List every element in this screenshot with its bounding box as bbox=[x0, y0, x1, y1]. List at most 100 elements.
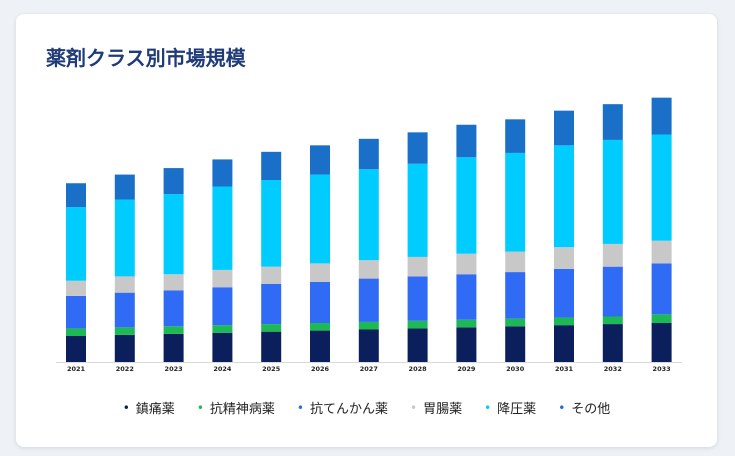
bar-segment-2026-0 bbox=[310, 330, 330, 362]
x-tick-label: 2028 bbox=[409, 365, 428, 373]
bar-segment-2029-5 bbox=[456, 124, 477, 158]
bar-segment-2030-5 bbox=[505, 119, 526, 153]
x-tick-label: 2030 bbox=[506, 365, 525, 373]
legend-item: • 胃腸薬 bbox=[410, 398, 463, 418]
bar-segment-2023-4 bbox=[163, 194, 184, 275]
bar-segment-2026-3 bbox=[310, 263, 330, 282]
bar-segment-2031-4 bbox=[554, 145, 574, 248]
bar-segment-2024-5 bbox=[212, 159, 233, 187]
bar-segment-2029-1 bbox=[456, 319, 477, 328]
legend-bullet-icon: • bbox=[122, 400, 130, 415]
legend-label: 鎮痛薬 bbox=[135, 402, 175, 417]
bar-segment-2033-0 bbox=[651, 323, 672, 362]
legend-bullet-icon: • bbox=[484, 400, 492, 415]
x-tick-label: 2023 bbox=[165, 365, 183, 373]
legend-item: • その他 bbox=[558, 398, 610, 418]
legend-item: • 抗てんかん薬 bbox=[296, 398, 388, 418]
bar-segment-2028-4 bbox=[407, 163, 428, 257]
bar-segment-2027-1 bbox=[358, 321, 379, 330]
bar-segment-2021-2 bbox=[66, 295, 86, 329]
bar-segment-2025-2 bbox=[261, 284, 282, 325]
bar-segment-2029-4 bbox=[456, 157, 477, 254]
bar-segment-2025-4 bbox=[261, 180, 282, 267]
x-tick-label: 2027 bbox=[360, 365, 378, 373]
bar-segment-2025-1 bbox=[261, 324, 282, 332]
legend-label: 降圧薬 bbox=[497, 402, 537, 417]
bar-segment-2022-0 bbox=[114, 334, 135, 362]
bar-segment-2029-3 bbox=[456, 253, 477, 275]
bar-segment-2023-0 bbox=[163, 333, 184, 362]
x-tick-label: 2026 bbox=[311, 365, 330, 373]
chart-card: 薬剤クラス別市場規模 2021 2022 2023 2024 2025 2026 2027 2… bbox=[16, 14, 717, 447]
legend-label: 抗精神病薬 bbox=[209, 402, 275, 417]
legend-bullet-icon: • bbox=[558, 400, 566, 415]
bar-segment-2022-1 bbox=[114, 327, 135, 335]
bar-segment-2024-0 bbox=[212, 332, 233, 362]
x-tick-label: 2024 bbox=[213, 365, 232, 373]
legend-item: • 降圧薬 bbox=[484, 398, 537, 418]
bar-segment-2033-2 bbox=[651, 263, 672, 315]
bar-segment-2025-3 bbox=[261, 266, 282, 284]
bar-segment-2029-2 bbox=[456, 274, 477, 320]
stacked-bar-chart: 2021 2022 2023 2024 2025 2026 2027 2028 2029 2030… bbox=[56, 97, 682, 373]
bar-segment-2031-5 bbox=[554, 110, 574, 146]
bar-segment-2028-1 bbox=[407, 320, 428, 329]
bar-segment-2021-5 bbox=[66, 183, 86, 208]
x-tick-label: 2031 bbox=[555, 365, 574, 373]
bar-segment-2022-3 bbox=[114, 276, 135, 293]
x-tick-label: 2032 bbox=[604, 365, 622, 373]
bar-segment-2024-2 bbox=[212, 287, 233, 326]
bar-segment-2024-1 bbox=[212, 325, 233, 333]
legend-bullet-icon: • bbox=[196, 400, 204, 415]
legend-item: • 鎮痛薬 bbox=[122, 398, 175, 418]
bar-segment-2031-0 bbox=[554, 325, 574, 362]
bar-segment-2032-5 bbox=[602, 104, 623, 140]
bar-segment-2028-3 bbox=[407, 256, 428, 277]
bar-segment-2031-3 bbox=[554, 247, 574, 269]
x-tick-label: 2022 bbox=[116, 365, 134, 373]
bar-segment-2032-1 bbox=[602, 316, 623, 325]
x-tick-label: 2025 bbox=[262, 365, 281, 373]
bar-segment-2033-3 bbox=[651, 240, 672, 264]
bar-segment-2030-0 bbox=[505, 326, 526, 362]
legend-bullet-icon: • bbox=[296, 400, 304, 415]
bar-segment-2022-5 bbox=[114, 174, 135, 200]
bar-segment-2032-4 bbox=[602, 139, 623, 244]
bar-segment-2025-0 bbox=[261, 331, 282, 362]
chart-legend: • 鎮痛薬 • 抗精神病薬 • 抗てんかん薬 • 胃腸薬 • 降圧薬 • その他 bbox=[16, 398, 717, 418]
bar-segment-2030-2 bbox=[505, 272, 526, 319]
bar-segment-2024-3 bbox=[212, 269, 233, 288]
bar-segment-2021-0 bbox=[66, 336, 86, 362]
legend-label: 胃腸薬 bbox=[423, 402, 463, 417]
bar-segment-2032-2 bbox=[602, 266, 623, 317]
bar-segment-2027-2 bbox=[358, 278, 379, 322]
bar-segment-2029-0 bbox=[456, 327, 477, 362]
bar-segment-2021-3 bbox=[66, 280, 86, 296]
bar-segment-2023-1 bbox=[163, 326, 184, 334]
bar-segment-2033-5 bbox=[651, 97, 672, 135]
bar-segment-2027-4 bbox=[358, 169, 379, 261]
legend-bullet-icon: • bbox=[410, 400, 418, 415]
legend-item: • 抗精神病薬 bbox=[196, 398, 275, 418]
bar-segment-2021-1 bbox=[66, 328, 86, 336]
bar-segment-2022-4 bbox=[114, 199, 135, 277]
legend-label: 抗てんかん薬 bbox=[309, 402, 388, 417]
bar-segment-2022-2 bbox=[114, 292, 135, 328]
bar-segment-2025-5 bbox=[261, 151, 282, 180]
bar-segment-2030-3 bbox=[505, 251, 526, 273]
x-tick-label: 2021 bbox=[67, 365, 86, 373]
bar-segment-2027-5 bbox=[358, 138, 379, 170]
bar-segment-2024-4 bbox=[212, 186, 233, 270]
bar-segment-2028-0 bbox=[407, 328, 428, 362]
bar-segment-2030-1 bbox=[505, 318, 526, 327]
bar-segment-2026-1 bbox=[310, 323, 330, 331]
x-tick-label: 2029 bbox=[457, 365, 476, 373]
bar-segment-2033-4 bbox=[651, 134, 672, 241]
bar-segment-2021-4 bbox=[66, 207, 86, 281]
bar-segment-2031-1 bbox=[554, 317, 574, 326]
bar-segment-2028-5 bbox=[407, 132, 428, 164]
bar-segment-2023-2 bbox=[163, 290, 184, 327]
bar-segment-2033-1 bbox=[651, 314, 672, 323]
bar-segment-2032-0 bbox=[602, 324, 623, 362]
bar-segment-2031-2 bbox=[554, 268, 574, 318]
